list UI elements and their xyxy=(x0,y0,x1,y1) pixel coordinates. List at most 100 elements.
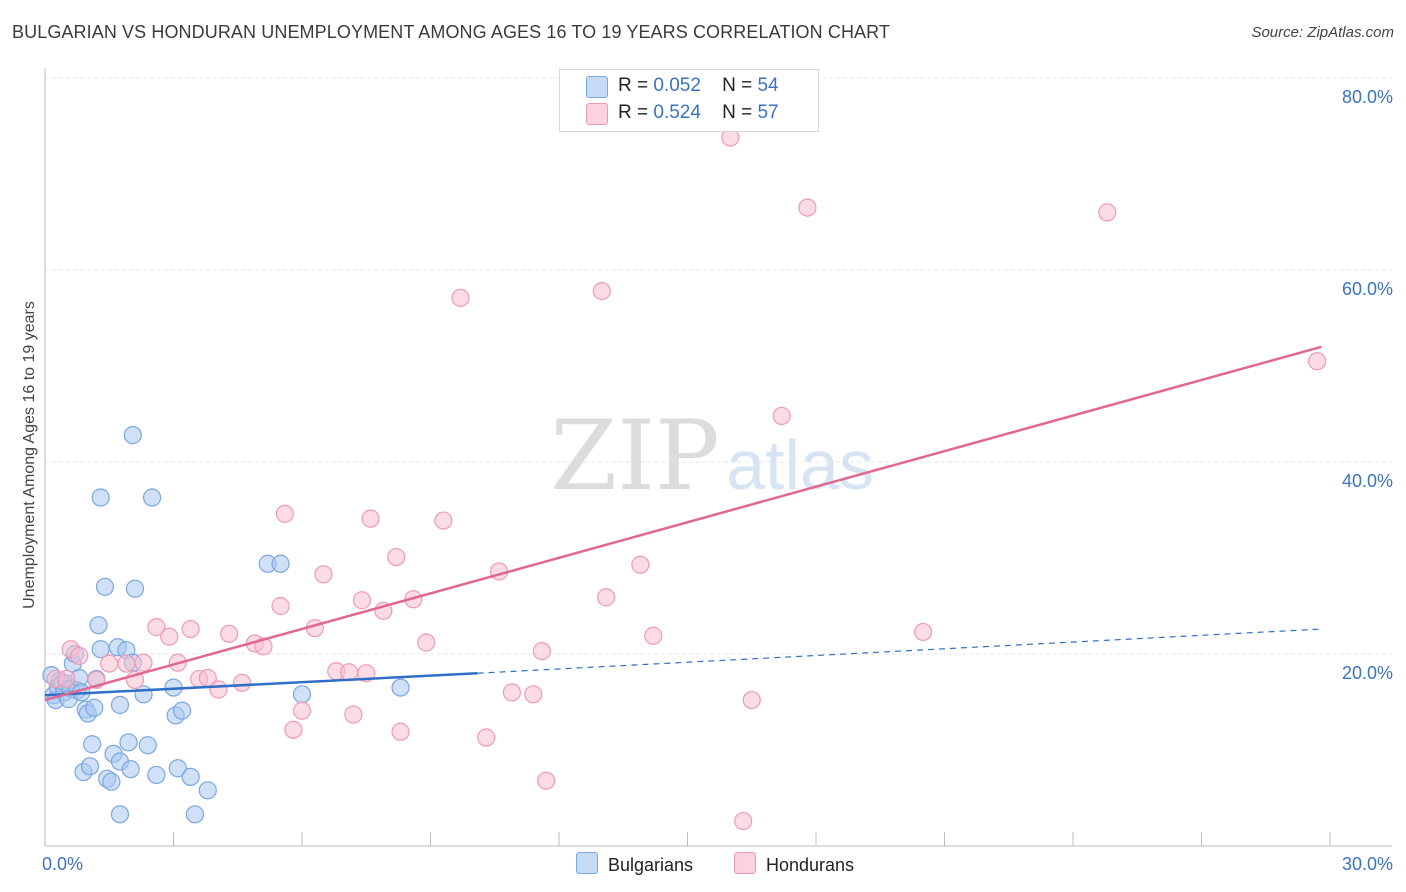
tick-labels: 20.0% 40.0% 60.0% 80.0% 0.0% 30.0% xyxy=(42,87,1393,874)
honduran-point xyxy=(57,669,76,689)
y-tick-label: 40.0% xyxy=(1342,471,1393,491)
honduran-point xyxy=(644,626,663,645)
bulgarian-point xyxy=(91,488,110,507)
bulgarian-point xyxy=(172,701,192,720)
x-tick-label: 0.0% xyxy=(42,854,83,874)
honduran-point xyxy=(489,562,509,581)
hondurans-legend-swatch xyxy=(734,852,756,874)
honduran-point xyxy=(913,622,933,642)
bulgarian-point xyxy=(110,805,130,824)
bulgarians-points xyxy=(42,426,410,824)
honduran-point xyxy=(134,653,153,672)
legend-r-value: 0.052 xyxy=(653,75,701,96)
legend-r-label: R = xyxy=(618,75,649,96)
y-tick-label: 60.0% xyxy=(1342,279,1393,299)
honduran-point xyxy=(742,690,761,710)
honduran-point xyxy=(209,680,228,699)
legend-n-label: N = xyxy=(722,102,753,123)
honduran-point xyxy=(502,683,521,702)
legend-n-label: N = xyxy=(722,75,753,96)
bulgarian-point xyxy=(110,695,130,714)
watermark: ZIP atlas xyxy=(550,400,874,512)
source-credit: Source: ZipAtlas.com xyxy=(1251,24,1394,41)
bulgarian-point xyxy=(125,579,145,598)
honduran-point xyxy=(734,811,753,831)
bulgarian-point xyxy=(168,759,187,778)
honduran-point xyxy=(340,663,359,682)
legend-n-value: 54 xyxy=(757,75,779,96)
bulgarian-point xyxy=(123,426,142,445)
hondurans-swatch xyxy=(586,103,608,125)
honduran-point xyxy=(314,565,333,584)
honduran-point xyxy=(117,654,136,673)
bottom-legend-hondurans: Hondurans xyxy=(734,852,854,876)
bulgarian-point xyxy=(292,685,312,704)
chart-title: BULGARIAN VS HONDURAN UNEMPLOYMENT AMONG… xyxy=(12,22,891,42)
correlation-legend: R = 0.052 N = 54 R = 0.524 N = 57 xyxy=(559,69,819,132)
trend-lines xyxy=(44,345,1322,702)
honduran-point xyxy=(597,588,616,607)
legend-n-value: 57 xyxy=(757,102,779,123)
honduran-point xyxy=(772,406,791,426)
honduran-point xyxy=(1098,203,1117,222)
y-tick-label: 80.0% xyxy=(1342,87,1393,107)
honduran-point xyxy=(391,722,410,741)
bulgarians-legend-swatch xyxy=(576,852,598,874)
bulgarian-point xyxy=(119,733,138,752)
legend-r-label: R = xyxy=(618,102,649,123)
honduran-point xyxy=(220,624,239,643)
honduran-point xyxy=(100,654,119,673)
honduran-point xyxy=(361,509,380,528)
y-tick-label: 20.0% xyxy=(1342,663,1393,683)
bulgarian-point xyxy=(102,772,121,791)
bottom-legend-bulgarians: Bulgarians xyxy=(576,852,693,876)
bulgarian-point xyxy=(121,760,140,779)
bulgarian-point xyxy=(95,577,115,596)
honduran-point xyxy=(592,282,611,301)
honduran-point xyxy=(352,591,372,610)
bulgarian-point xyxy=(185,805,205,824)
honduran-point xyxy=(271,596,290,616)
watermark-zip: ZIP xyxy=(550,400,719,512)
honduran-point xyxy=(275,504,294,523)
bulgarians-trend-line xyxy=(44,671,478,697)
bulgarian-point xyxy=(198,781,217,800)
bulgarian-point xyxy=(138,736,157,755)
honduran-point xyxy=(798,198,817,217)
honduran-point xyxy=(417,633,436,652)
honduran-point xyxy=(532,642,551,661)
honduran-point xyxy=(631,555,650,574)
honduran-point xyxy=(292,701,312,720)
bulgarian-point xyxy=(80,757,100,776)
bulgarian-point xyxy=(181,767,200,786)
bulgarians-swatch xyxy=(586,76,608,98)
honduran-point xyxy=(387,547,406,567)
bulgarians-trend-extension xyxy=(477,628,1322,674)
honduran-point xyxy=(70,646,89,666)
bulgarian-point xyxy=(83,735,102,754)
honduran-point xyxy=(524,685,543,704)
honduran-point xyxy=(344,705,363,724)
bulgarian-point xyxy=(147,765,166,785)
honduran-point xyxy=(434,511,453,530)
bulgarians-legend-label: Bulgarians xyxy=(608,855,694,875)
x-tick-label: 30.0% xyxy=(1342,854,1393,874)
bulgarian-point xyxy=(391,678,410,697)
bulgarian-point xyxy=(142,488,162,507)
grid-lines xyxy=(45,77,1392,655)
hondurans-legend-label: Hondurans xyxy=(766,855,855,875)
honduran-point xyxy=(181,619,200,639)
honduran-point xyxy=(147,618,166,637)
honduran-point xyxy=(1308,352,1327,371)
legend-r-value: 0.524 xyxy=(653,102,701,123)
bulgarian-point xyxy=(89,616,108,635)
honduran-point xyxy=(160,627,179,646)
honduran-point xyxy=(451,288,470,307)
honduran-point xyxy=(232,673,252,692)
hondurans-trend-line xyxy=(44,345,1322,702)
axes xyxy=(44,68,1392,847)
bulgarian-point xyxy=(271,554,290,573)
honduran-point xyxy=(284,720,303,739)
bulgarian-point xyxy=(85,698,104,717)
